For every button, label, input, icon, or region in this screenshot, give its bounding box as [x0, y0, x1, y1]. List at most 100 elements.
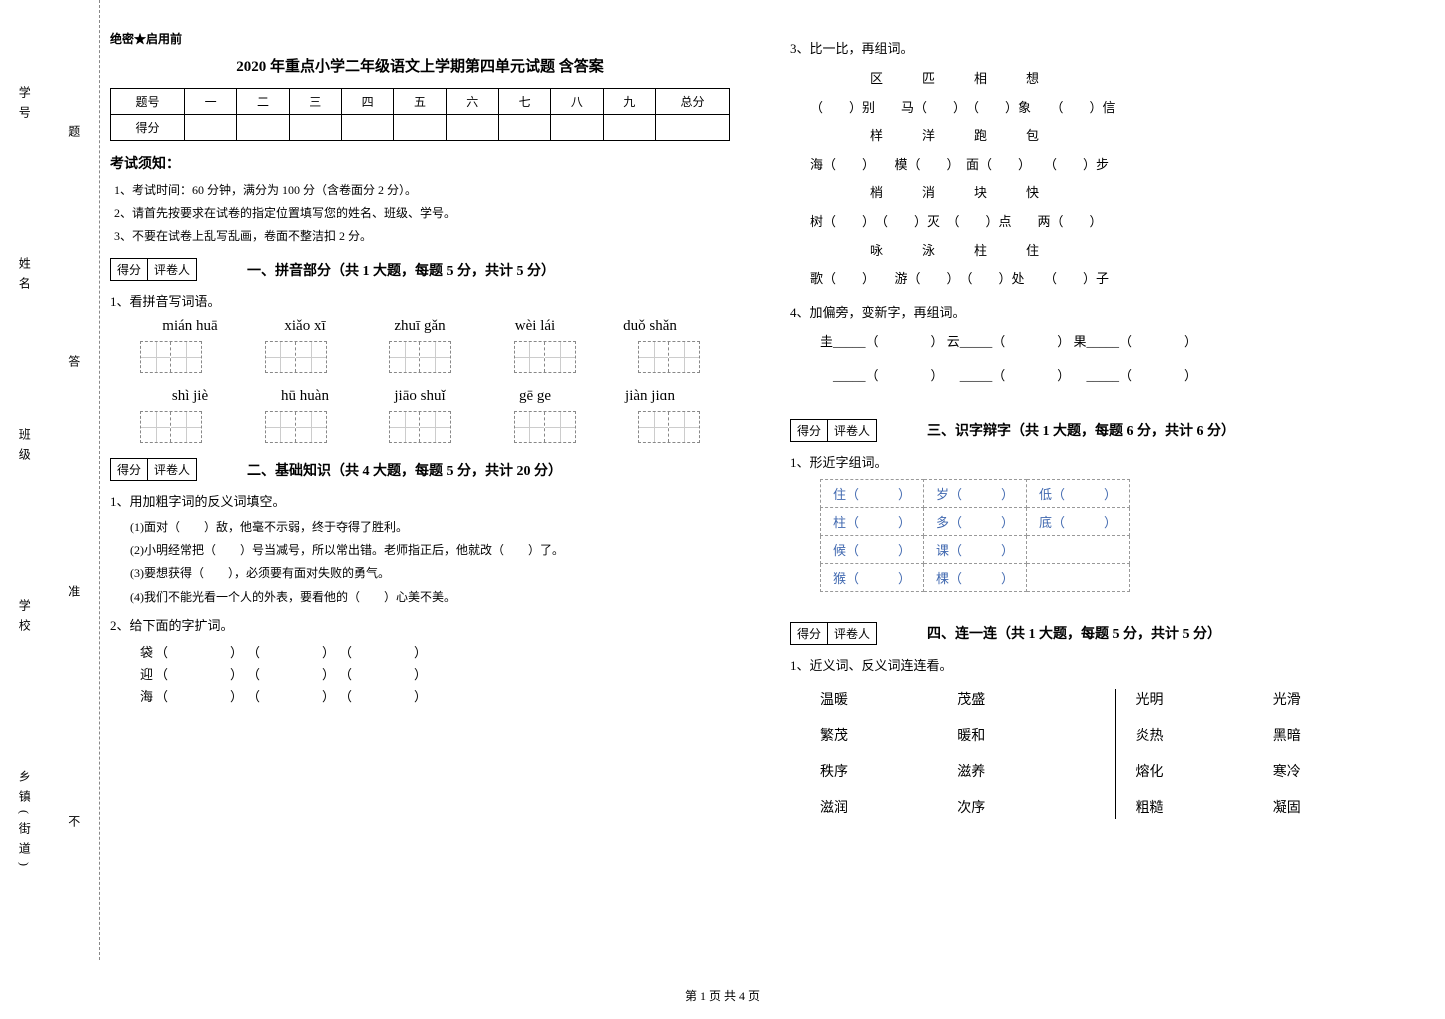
s2-q4-r1: 圭_____（ ） 云_____（ ） 果_____（ ） — [820, 329, 1410, 355]
score-hdr-1: 一 — [184, 89, 236, 115]
s1-q1: 1、看拼音写词语。 — [110, 291, 730, 310]
score-table: 题号 一 二 三 四 五 六 七 八 九 总分 得分 — [110, 88, 730, 141]
instructions-title: 考试须知： — [110, 153, 730, 173]
cmp-4-top: 咏 泳 柱 住 — [870, 237, 1410, 266]
cmp-3-top: 梢 消 块 快 — [870, 179, 1410, 208]
section4-title: 四、连一连（共 1 大题，每题 5 分，共计 5 分） — [927, 623, 1221, 643]
sidebar-label-zhun: 准 — [66, 585, 83, 605]
compare-block: 区 匹 相 想 （ ）别 马（ ） （ ）象 （ ）信 样 洋 跑 包 海（ ）… — [810, 65, 1410, 294]
sidebar-label-ti: 题 — [66, 125, 83, 145]
s2-q2-1: 袋（ ） （ ） （ ） — [140, 642, 730, 661]
grid-box — [265, 341, 327, 373]
score-box-3: 得分 评卷人 — [790, 419, 877, 442]
score-box-pingjuan: 评卷人 — [828, 623, 876, 644]
score-row-label: 得分 — [111, 115, 185, 141]
match-col-r2: 光滑 黑暗 寒冷 凝固 — [1273, 689, 1410, 819]
section3-title: 三、识字辩字（共 1 大题，每题 6 分，共计 6 分） — [927, 420, 1235, 440]
sidebar-label-xuexiao: 学校 — [16, 599, 33, 639]
grid-row-1 — [110, 341, 730, 373]
pinyin-1-3: zhuī gǎn — [370, 318, 470, 335]
score-hdr-0: 题号 — [111, 89, 185, 115]
right-column: 3、比一比，再组词。 区 匹 相 想 （ ）别 马（ ） （ ）象 （ ）信 样… — [790, 30, 1410, 960]
grid-box — [638, 341, 700, 373]
pinyin-1-1: mián huā — [140, 318, 240, 335]
s2-q1: 1、用加粗字词的反义词填空。 — [110, 491, 730, 510]
s2-q1-4: (4)我们不能光看一个人的外表，要看他的（ ）心美不美。 — [130, 588, 730, 607]
left-column: 绝密★启用前 2020 年重点小学二年级语文上学期第四单元试题 含答案 题号 一… — [110, 30, 730, 960]
score-header-row: 题号 一 二 三 四 五 六 七 八 九 总分 — [111, 89, 730, 115]
cmp-4-bot: 歌（ ） 游（ ） （ ）处 （ ）子 — [810, 265, 1410, 294]
section2-title: 二、基础知识（共 4 大题，每题 5 分，共计 20 分） — [247, 460, 562, 480]
score-box-defen: 得分 — [791, 623, 828, 644]
grid-box — [514, 341, 576, 373]
score-hdr-10: 总分 — [655, 89, 729, 115]
grid-row-2 — [110, 411, 730, 443]
s2-q2: 2、给下面的字扩词。 — [110, 615, 730, 634]
score-box-defen: 得分 — [111, 459, 148, 480]
page-content: 绝密★启用前 2020 年重点小学二年级语文上学期第四单元试题 含答案 题号 一… — [110, 30, 1440, 960]
grid-box — [140, 341, 202, 373]
section2-header: 得分 评卷人 二、基础知识（共 4 大题，每题 5 分，共计 20 分） — [110, 458, 730, 481]
pinyin-2-2: hū huàn — [255, 388, 355, 405]
s3-q1: 1、形近字组词。 — [790, 452, 1410, 471]
grid-box — [638, 411, 700, 443]
instruction-3: 3、不要在试卷上乱写乱画，卷面不整洁扣 2 分。 — [110, 227, 730, 244]
sidebar-label-bu: 不 — [66, 815, 83, 835]
near-table: 住（ ）岁（ ）低（ ） 柱（ ）多（ ）底（ ） 候（ ）课（ ） 猴（ ）棵… — [820, 479, 1130, 592]
score-hdr-6: 六 — [446, 89, 498, 115]
score-value-row: 得分 — [111, 115, 730, 141]
section1-title: 一、拼音部分（共 1 大题，每题 5 分，共计 5 分） — [247, 260, 555, 280]
match-col-l2: 茂盛 暖和 滋养 次序 — [957, 689, 1094, 819]
score-box-pingjuan: 评卷人 — [828, 420, 876, 441]
score-hdr-7: 七 — [498, 89, 550, 115]
match-col-r1: 光明 炎热 熔化 粗糙 — [1135, 689, 1272, 819]
score-box-pingjuan: 评卷人 — [148, 259, 196, 280]
match-col-l1: 温暖 繁茂 秩序 滋润 — [820, 689, 957, 819]
exam-title: 2020 年重点小学二年级语文上学期第四单元试题 含答案 — [110, 55, 730, 76]
instruction-1: 1、考试时间：60 分钟，满分为 100 分（含卷面分 2 分）。 — [110, 181, 730, 198]
s2-q4: 4、加偏旁，变新字，再组词。 — [790, 302, 1410, 321]
grid-box — [265, 411, 327, 443]
s2-q1-3: (3)要想获得（ ），必须要有面对失败的勇气。 — [130, 564, 730, 583]
score-box-1: 得分 评卷人 — [110, 258, 197, 281]
score-box-4: 得分 评卷人 — [790, 622, 877, 645]
pinyin-row-1: mián huā xiǎo xī zhuī gǎn wèi lái duǒ sh… — [110, 318, 730, 335]
section1-header: 得分 评卷人 一、拼音部分（共 1 大题，每题 5 分，共计 5 分） — [110, 258, 730, 281]
cmp-1-bot: （ ）别 马（ ） （ ）象 （ ）信 — [810, 94, 1410, 123]
sidebar-col-2: 题 答 准 不 — [50, 0, 100, 960]
score-box-pingjuan: 评卷人 — [148, 459, 196, 480]
page-footer: 第 1 页 共 4 页 — [0, 987, 1445, 1004]
pinyin-2-4: gē ge — [485, 388, 585, 405]
binding-sidebar: 学号 姓名 班级 学校 乡镇(街道) 题 答 准 不 — [0, 0, 100, 960]
score-hdr-8: 八 — [551, 89, 603, 115]
instruction-2: 2、请首先按要求在试卷的指定位置填写您的姓名、班级、学号。 — [110, 204, 730, 221]
score-box-defen: 得分 — [791, 420, 828, 441]
score-hdr-4: 四 — [341, 89, 393, 115]
pinyin-2-3: jiāo shuǐ — [370, 388, 470, 405]
s2-q2-2: 迎（ ） （ ） （ ） — [140, 664, 730, 683]
s2-q4-r2: _____（ ） _____（ ） _____（ ） — [820, 363, 1410, 389]
confidential-label: 绝密★启用前 — [110, 30, 730, 47]
section4-header: 得分 评卷人 四、连一连（共 1 大题，每题 5 分，共计 5 分） — [790, 622, 1410, 645]
sidebar-col-1: 学号 姓名 班级 学校 乡镇(街道) — [0, 0, 50, 960]
pinyin-2-1: shì jiè — [140, 388, 240, 405]
score-box-2: 得分 评卷人 — [110, 458, 197, 481]
match-divider — [1115, 689, 1116, 819]
score-hdr-2: 二 — [237, 89, 289, 115]
pinyin-row-2: shì jiè hū huàn jiāo shuǐ gē ge jiàn jiɑ… — [110, 388, 730, 405]
sidebar-label-banji: 班级 — [16, 428, 33, 468]
s2-q3: 3、比一比，再组词。 — [790, 38, 1410, 57]
cmp-3-bot: 树（ ） （ ）灭 （ ）点 两（ ） — [810, 208, 1410, 237]
pinyin-1-2: xiǎo xī — [255, 318, 355, 335]
pinyin-1-4: wèi lái — [485, 318, 585, 335]
grid-box — [140, 411, 202, 443]
grid-box — [514, 411, 576, 443]
match-grid: 温暖 繁茂 秩序 滋润 茂盛 暖和 滋养 次序 光明 炎热 熔化 粗糙 光滑 黑… — [820, 689, 1410, 819]
section3-header: 得分 评卷人 三、识字辩字（共 1 大题，每题 6 分，共计 6 分） — [790, 419, 1410, 442]
score-hdr-5: 五 — [394, 89, 446, 115]
score-box-defen: 得分 — [111, 259, 148, 280]
score-hdr-9: 九 — [603, 89, 655, 115]
pinyin-1-5: duǒ shǎn — [600, 318, 700, 335]
s4-q1: 1、近义词、反义词连连看。 — [790, 655, 1410, 674]
cmp-2-top: 样 洋 跑 包 — [870, 122, 1410, 151]
